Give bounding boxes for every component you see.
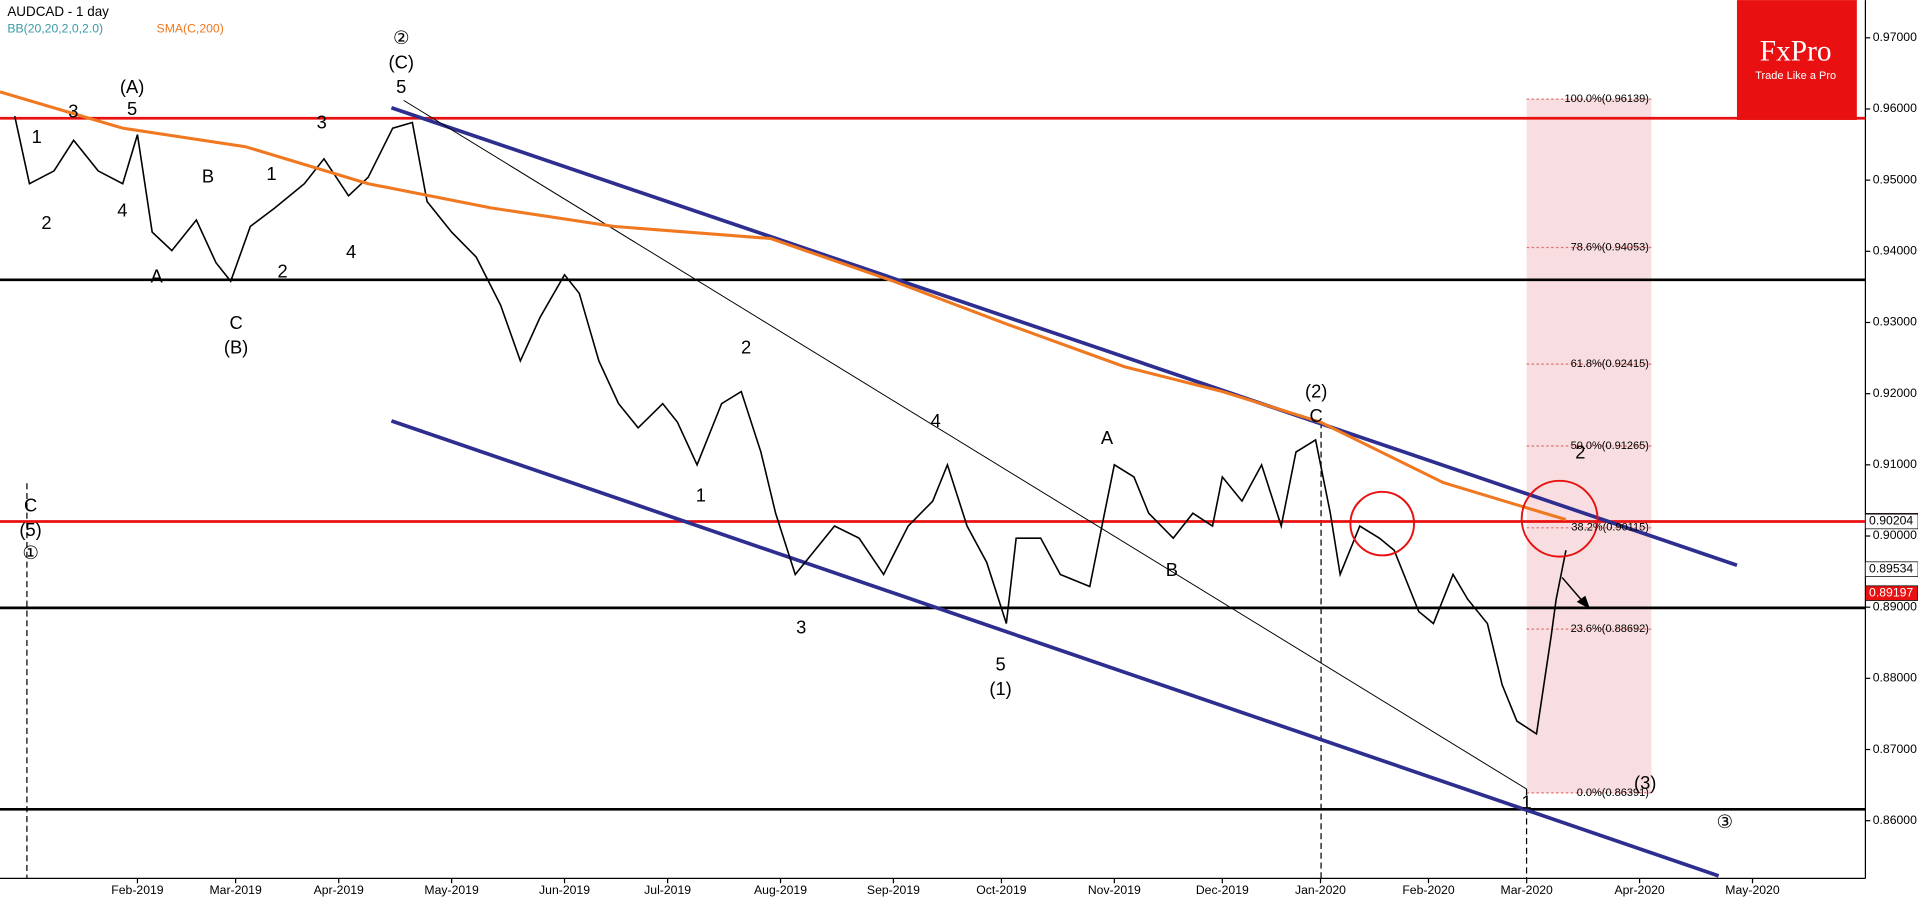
wave-label: 5 xyxy=(127,98,137,119)
logo-box xyxy=(1736,0,1857,120)
wave-label: 3 xyxy=(796,617,806,638)
x-tick-label: Nov-2019 xyxy=(1088,883,1141,897)
indicator-label: SMA(C,200) xyxy=(157,22,224,36)
wave-label: B xyxy=(1166,559,1178,580)
wave-label: A xyxy=(150,266,163,287)
x-tick-label: Jan-2020 xyxy=(1295,883,1346,897)
wave-label: (A) xyxy=(120,76,144,97)
price-tag-label: 0.89197 xyxy=(1869,585,1913,599)
wave-label: (2) xyxy=(1305,381,1327,402)
x-tick-label: Feb-2020 xyxy=(1402,883,1455,897)
wave-label: C xyxy=(24,494,37,515)
fib-label: 78.6%(0.94053) xyxy=(1571,241,1649,253)
fib-label: 0.0%(0.86391) xyxy=(1577,787,1649,799)
wave-label: (1) xyxy=(989,678,1011,699)
price-tag xyxy=(1865,513,1918,530)
wave-label: ③ xyxy=(1717,811,1733,832)
fib-label: 23.6%(0.88692) xyxy=(1571,623,1649,635)
y-tick-label: 0.97000 xyxy=(1873,30,1917,44)
y-tick-label: 0.91000 xyxy=(1873,457,1917,471)
sma-line xyxy=(0,90,1567,522)
x-tick-label: May-2020 xyxy=(1725,883,1780,897)
trend-line-thin xyxy=(403,99,1527,790)
highlight-circle xyxy=(1349,490,1416,557)
wave-label: 2 xyxy=(277,261,287,282)
wave-label: 2 xyxy=(741,337,751,358)
arrow-head xyxy=(1576,595,1591,610)
wave-label: 3 xyxy=(68,100,78,121)
x-tick-label: Dec-2019 xyxy=(1196,883,1249,897)
price-line xyxy=(13,115,1567,736)
y-tick-label: 0.93000 xyxy=(1873,315,1917,329)
x-tick-label: Sep-2019 xyxy=(867,883,920,897)
wave-label: (5) xyxy=(19,519,41,540)
y-tick-label: 0.87000 xyxy=(1873,742,1917,756)
fib-label: 50.0%(0.91265) xyxy=(1571,440,1649,452)
wave-label: 4 xyxy=(931,410,941,431)
x-tick-label: May-2019 xyxy=(424,883,479,897)
wave-label: 1 xyxy=(696,485,706,506)
wave-label: 5 xyxy=(995,653,1005,674)
y-tick-label: 0.92000 xyxy=(1873,386,1917,400)
overlay: 100.0%(0.96139) 78.6%(0.94053) 61.8%(0.924… xyxy=(19,27,1918,832)
wave-label: C xyxy=(1310,405,1323,426)
y-tick-label: 0.89000 xyxy=(1873,599,1917,613)
y-tick-label: 0.90000 xyxy=(1873,528,1917,542)
wave-label: 1 xyxy=(32,126,42,147)
wave-label: 5 xyxy=(396,76,406,97)
x-tick-label: Jun-2019 xyxy=(539,883,590,897)
x-tick-label: Apr-2019 xyxy=(314,883,364,897)
indicator-label: BB(20,20,2,0,2.0) xyxy=(7,22,103,36)
x-tick-label: Feb-2019 xyxy=(111,883,164,897)
fib-label: 61.8%(0.92415) xyxy=(1571,358,1649,370)
price-tag-label: 0.90204 xyxy=(1869,514,1913,528)
highlight-circle xyxy=(1520,479,1599,558)
wave-label: 3 xyxy=(317,111,327,132)
fibonacci-zone xyxy=(1526,98,1652,794)
trend-line-lower xyxy=(390,419,1720,878)
price-tag-label: 0.89534 xyxy=(1869,561,1913,575)
wave-label: (C) xyxy=(388,52,413,73)
trend-line-upper xyxy=(390,105,1738,567)
wave-label: C xyxy=(229,312,242,333)
chart-title: AUDCAD - 1 day xyxy=(7,4,109,19)
y-tick-label: 0.95000 xyxy=(1873,172,1917,186)
x-tick-label: Mar-2020 xyxy=(1501,883,1553,897)
wave-label: 1 xyxy=(266,163,276,184)
x-tick-label: Jul-2019 xyxy=(644,883,691,897)
wave-label: A xyxy=(1101,427,1114,448)
wave-label: 2 xyxy=(41,212,51,233)
plot xyxy=(0,90,1567,736)
y-tick-label: 0.86000 xyxy=(1873,813,1917,827)
y-tick-label: 0.88000 xyxy=(1873,671,1917,685)
wave-label: ① xyxy=(22,542,38,563)
x-tick-label: Aug-2019 xyxy=(754,883,807,897)
price-tag xyxy=(1865,585,1918,601)
logo-tagline: Trade Like a Pro xyxy=(1755,70,1836,82)
logo-brand: FxPro xyxy=(1760,36,1832,68)
wave-label: (B) xyxy=(224,337,248,358)
wave-label: 2 xyxy=(1575,442,1585,463)
wave-label: 4 xyxy=(346,241,356,262)
wave-label: 1 xyxy=(1521,792,1531,813)
x-tick-label: Apr-2020 xyxy=(1614,883,1664,897)
price-tag xyxy=(1865,561,1918,577)
wave-label: 4 xyxy=(117,200,127,221)
fib-label: 38.2%(0.90115) xyxy=(1571,522,1648,534)
x-tick-label: Mar-2019 xyxy=(209,883,261,897)
y-tick-label: 0.96000 xyxy=(1873,101,1917,115)
fib-label: 100.0%(0.96139) xyxy=(1564,93,1648,105)
wave-label: B xyxy=(202,165,214,186)
wave-label: ② xyxy=(393,27,409,48)
x-tick-label: Oct-2019 xyxy=(976,883,1026,897)
y-tick-label: 0.94000 xyxy=(1873,244,1917,258)
wave-label: (3) xyxy=(1634,772,1656,793)
